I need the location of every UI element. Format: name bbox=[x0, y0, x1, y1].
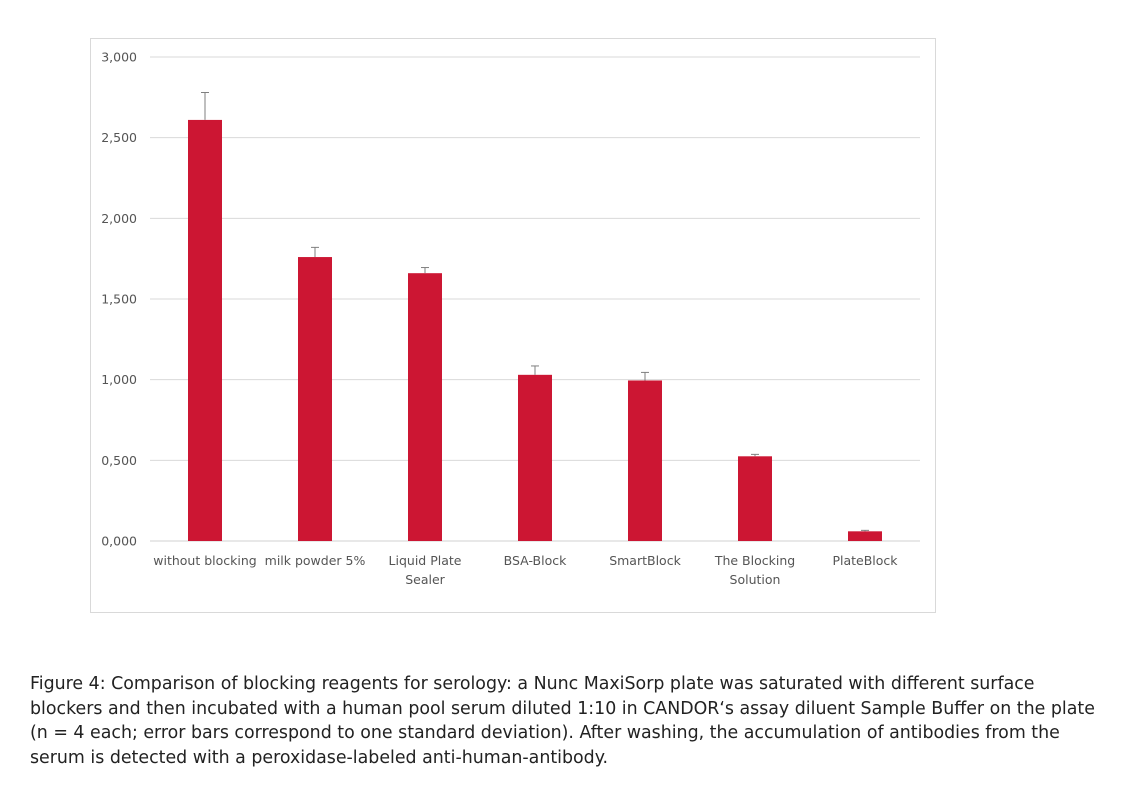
bar bbox=[738, 456, 772, 541]
y-tick-label: 1,000 bbox=[101, 372, 137, 387]
x-tick-label: Solution bbox=[730, 572, 781, 587]
y-tick-label: 0,500 bbox=[101, 453, 137, 468]
bar bbox=[188, 119, 222, 542]
y-tick-label: 0,000 bbox=[101, 534, 137, 549]
x-tick-label: The Blocking bbox=[714, 553, 795, 568]
caption-line: (n = 4 each; error bars correspond to on… bbox=[30, 723, 1060, 743]
bar bbox=[518, 374, 552, 541]
x-tick-label: SmartBlock bbox=[609, 553, 681, 568]
caption-line: serum is detected with a peroxidase-labe… bbox=[30, 747, 609, 768]
y-tick-label: 2,000 bbox=[101, 211, 137, 226]
x-tick-label: Sealer bbox=[405, 572, 445, 587]
y-tick-label: 3,000 bbox=[101, 50, 137, 65]
x-tick-label: Liquid Plate bbox=[389, 553, 462, 568]
x-tick-label: BSA-Block bbox=[504, 553, 567, 568]
bar-chart: 0,000 0,500 1,000 1,500 2,000 2,500 3,000 witho… bbox=[101, 50, 920, 587]
x-tick-label: PlateBlock bbox=[832, 553, 898, 568]
bar bbox=[628, 380, 662, 541]
y-tick-label: 1,500 bbox=[101, 292, 137, 307]
caption-line: Figure 4: Comparison of blocking reagent… bbox=[30, 674, 1035, 694]
figure-caption: Figure 4: Comparison of blocking reagent… bbox=[30, 672, 1120, 770]
bar bbox=[848, 531, 882, 541]
x-tick-label: milk powder 5% bbox=[265, 553, 366, 568]
bar bbox=[298, 257, 332, 541]
x-tick-label: without blocking bbox=[153, 553, 256, 568]
caption-line: blockers and then incubated with a human… bbox=[30, 698, 1095, 719]
y-tick-label: 2,500 bbox=[101, 130, 137, 145]
bar bbox=[408, 273, 442, 541]
chart-area: 0,000 0,500 1,000 1,500 2,000 2,500 3,000 witho… bbox=[90, 38, 936, 613]
